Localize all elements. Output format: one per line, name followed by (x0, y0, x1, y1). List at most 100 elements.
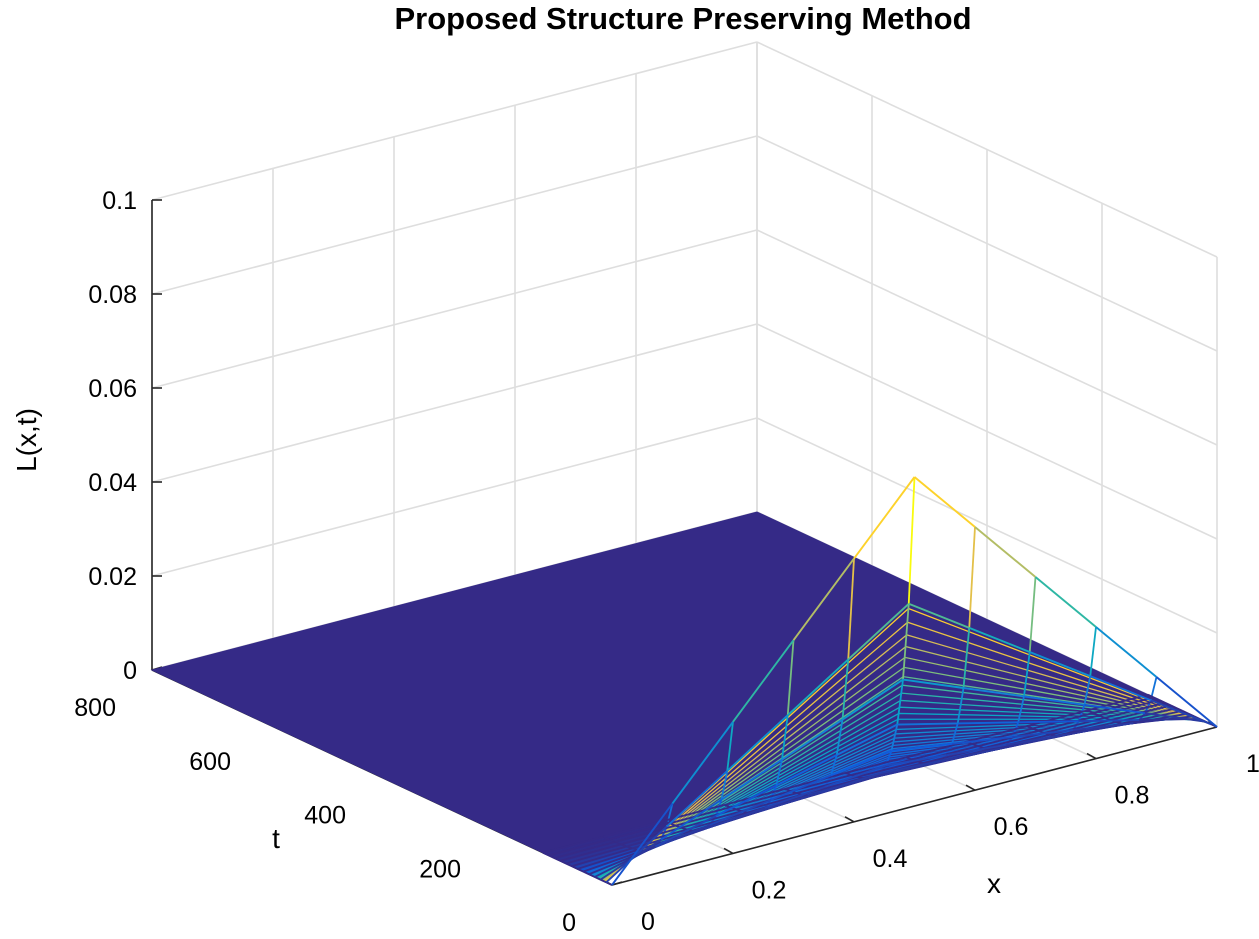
mesh-line-t (841, 678, 904, 721)
x-axis-line (611, 726, 1218, 886)
mesh-line-x (902, 603, 910, 680)
x-tick (965, 784, 976, 791)
mesh-line-x (786, 640, 795, 716)
mesh-line-t (781, 718, 844, 761)
t-tick-label: 800 (74, 694, 116, 722)
mesh-line-t (669, 806, 731, 825)
grid-line-side-z (756, 41, 1218, 258)
mesh-line-t (891, 742, 953, 752)
surface-plot (150, 476, 1218, 886)
grid-line-back-z (151, 323, 758, 483)
mesh-line-t (1093, 696, 1154, 714)
grid-line-side-z (756, 229, 1218, 446)
mesh-line-t (885, 754, 947, 767)
x-tick-label: 1 (1246, 750, 1259, 778)
mesh-line-t (1087, 693, 1149, 712)
mesh-line-x (835, 719, 844, 756)
mesh-line-t (1018, 720, 1079, 724)
mesh-line-t (874, 762, 935, 779)
mesh-line-t (1098, 699, 1160, 717)
mesh-line-t (764, 785, 826, 809)
mesh-line-t (836, 723, 898, 756)
mesh-line-t (845, 756, 907, 774)
mesh-line-x (841, 659, 850, 720)
t-tick-label: 0 (562, 909, 576, 937)
mesh-line-t (666, 770, 728, 828)
x-tick (1086, 752, 1097, 760)
mesh-line-t (963, 687, 1025, 698)
mesh-line-t (977, 729, 1039, 748)
mesh-line-t (913, 476, 976, 528)
mesh-line-t (1038, 714, 1100, 732)
mesh-line-t (758, 791, 820, 813)
mesh-line-t (1155, 676, 1218, 728)
x-tick (844, 816, 855, 823)
mesh-line-t (879, 760, 941, 775)
z-tick-label: 0.02 (88, 563, 137, 591)
mesh-line-t (649, 823, 711, 851)
mesh-line-t (609, 822, 670, 841)
grid-line-side-z (756, 417, 1218, 634)
mesh-line-x (1023, 651, 1031, 697)
mesh-line-t (792, 558, 855, 641)
grid-line-back-z (151, 41, 758, 201)
mesh-line-t (577, 848, 639, 870)
mesh-line-t (1023, 695, 1085, 706)
mesh-line-x (1089, 626, 1097, 677)
mesh-line-t (819, 772, 881, 794)
x-tick-label: 0.6 (994, 813, 1029, 841)
mesh-line-t (720, 758, 783, 801)
t-tick (611, 881, 623, 886)
mesh-line-t (582, 849, 645, 873)
mesh-line-t (1150, 699, 1212, 726)
mesh-line-t (709, 799, 771, 826)
mesh-line-t (680, 810, 743, 829)
mesh-line-x (775, 759, 783, 786)
mesh-line-x (605, 881, 613, 886)
mesh-line-x (907, 476, 916, 604)
t-axis-label: t (272, 823, 280, 854)
mesh-line-t (594, 845, 656, 878)
mesh-line-t (605, 825, 668, 884)
mesh-line-x (968, 526, 976, 628)
t-tick-label: 600 (189, 748, 231, 776)
mesh-line-t (940, 747, 1002, 762)
x-axis-label: x (987, 868, 1001, 899)
mesh-line-t (1089, 675, 1152, 702)
mesh-line-t (897, 722, 958, 726)
mesh-line-t (732, 639, 795, 723)
mesh-line-t (715, 784, 777, 817)
mesh-line-t (571, 847, 633, 868)
mesh-line-t (559, 843, 622, 862)
grid-line-side-z (756, 135, 1218, 352)
mesh-line-x (951, 723, 959, 745)
mesh-line-t (663, 803, 725, 822)
mesh-line-t (1084, 703, 1146, 715)
mesh-line-t (611, 802, 674, 886)
z-axis-label: L(x,t) (11, 408, 42, 472)
x-tick-label: 0.2 (752, 876, 787, 904)
back-wall-pane (152, 42, 757, 670)
mesh-line-x (714, 799, 723, 817)
mesh-line-t (911, 743, 973, 761)
mesh-line-t (1095, 626, 1158, 678)
chart-title: Proposed Structure Preserving Method (394, 1, 971, 36)
mesh-line-t (1121, 709, 1183, 725)
z-tick-label: 0 (123, 657, 137, 685)
mesh-line-t (770, 774, 832, 802)
mesh-line-t (974, 526, 1037, 578)
z-tick-label: 0.06 (88, 375, 137, 403)
mesh-line-x (1077, 704, 1086, 722)
mesh-line-t (703, 807, 766, 831)
mesh-line-t (1072, 722, 1134, 731)
mesh-line-x (1083, 675, 1092, 705)
mesh-line-t (908, 602, 970, 629)
t-tick-label: 200 (419, 855, 461, 883)
mesh-line-t (1034, 576, 1097, 628)
mesh-line-t (548, 838, 610, 857)
mesh-line-x (781, 715, 789, 760)
x-tick-label: 0.8 (1115, 782, 1150, 810)
x-tick (723, 847, 734, 855)
mesh-line-t (968, 626, 1031, 653)
